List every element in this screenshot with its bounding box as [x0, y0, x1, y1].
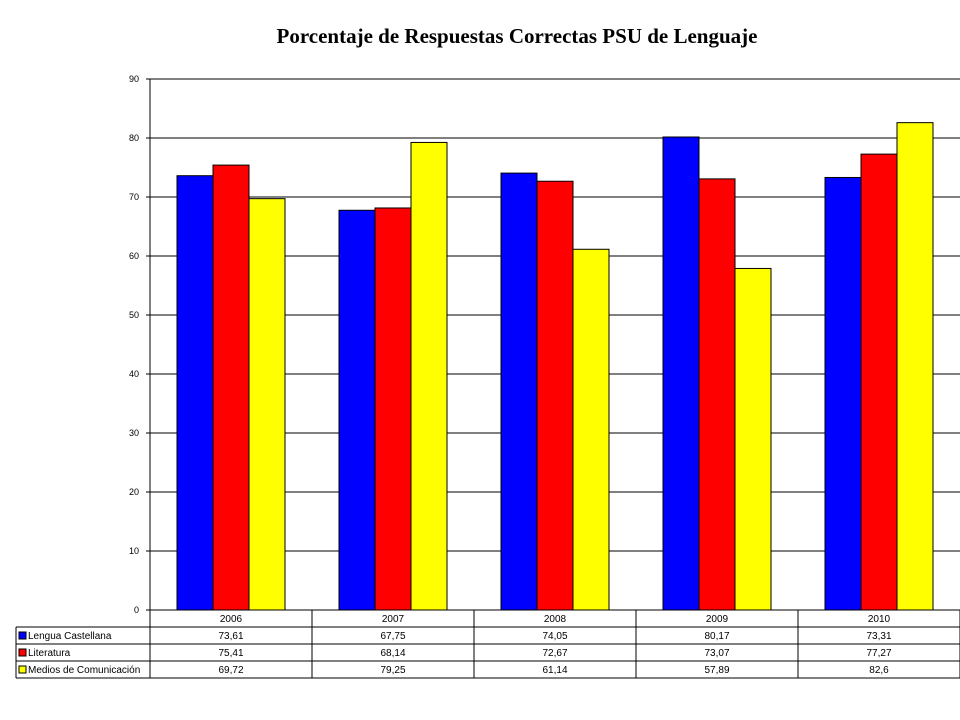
y-tick-label: 50 — [129, 310, 139, 320]
data-label: 73,07 — [704, 648, 729, 659]
bar — [374, 207, 412, 611]
category-label: 2007 — [382, 614, 405, 625]
y-tick-label: 20 — [129, 487, 139, 497]
data-label: 79,25 — [380, 665, 405, 676]
legend-swatch — [18, 631, 27, 640]
legend-entry: Literatura — [28, 648, 71, 659]
bar — [824, 176, 862, 611]
data-label: 80,17 — [704, 631, 729, 642]
data-label: 69,72 — [218, 665, 243, 676]
data-label: 74,05 — [542, 631, 567, 642]
y-tick-label: 70 — [129, 192, 139, 202]
bar — [896, 122, 934, 611]
bar — [698, 178, 736, 611]
legend-swatch — [18, 665, 27, 674]
bar — [572, 248, 610, 611]
bar — [662, 136, 700, 611]
data-label: 61,14 — [542, 665, 567, 676]
bar — [500, 172, 538, 611]
bar — [212, 164, 250, 611]
data-label: 77,27 — [866, 648, 891, 659]
y-tick-label: 30 — [129, 428, 139, 438]
category-label: 2006 — [220, 614, 243, 625]
data-label: 67,75 — [380, 631, 405, 642]
y-tick-label: 90 — [129, 74, 139, 84]
legend-entry: Medios de Comunicación — [28, 665, 140, 676]
bars — [176, 122, 934, 611]
category-label: 2009 — [706, 614, 729, 625]
bar — [248, 198, 286, 611]
y-tick-label: 0 — [134, 605, 139, 615]
y-tick-label: 60 — [129, 251, 139, 261]
y-axis-ticks: 0 10 20 30 40 50 60 70 80 90 — [129, 74, 150, 615]
data-label: 82,6 — [869, 665, 889, 676]
bar — [410, 141, 448, 611]
y-tick-label: 40 — [129, 369, 139, 379]
data-label: 73,31 — [866, 631, 891, 642]
legend-entry: Lengua Castellana — [28, 631, 112, 642]
category-label: 2010 — [868, 614, 891, 625]
data-label: 68,14 — [380, 648, 405, 659]
bar — [176, 175, 214, 611]
category-label: 2008 — [544, 614, 567, 625]
data-table: 2006 2007 2008 2009 2010 Lengua Castellana 73,… — [15, 610, 960, 679]
data-label: 57,89 — [704, 665, 729, 676]
y-tick-label: 10 — [129, 546, 139, 556]
bar — [338, 209, 376, 611]
legend-swatch — [18, 648, 27, 657]
bar — [734, 267, 772, 611]
bar — [860, 153, 898, 611]
data-label: 75,41 — [218, 648, 243, 659]
bar — [536, 180, 574, 611]
y-tick-label: 80 — [129, 133, 139, 143]
data-label: 72,67 — [542, 648, 567, 659]
chart-title: Porcentaje de Respuestas Correctas PSU d… — [277, 24, 758, 48]
data-label: 73,61 — [218, 631, 243, 642]
